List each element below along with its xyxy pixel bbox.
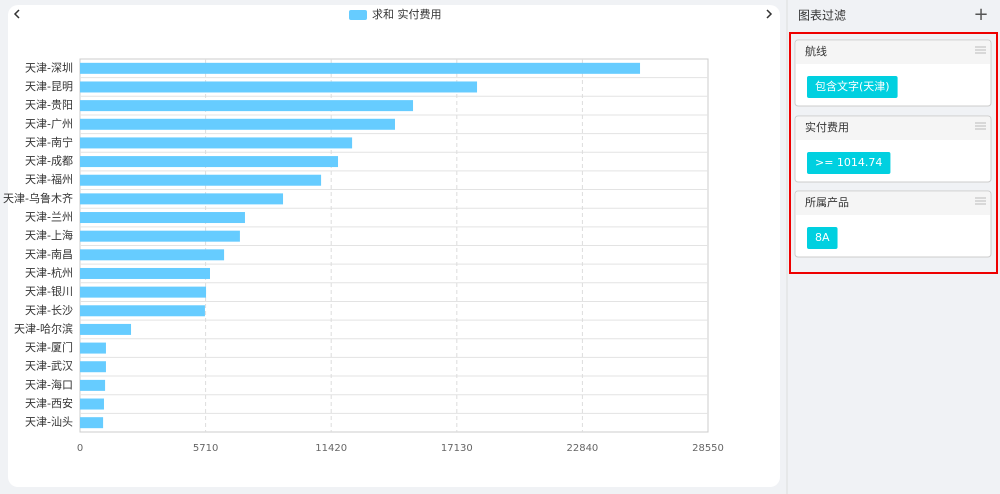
y-tick-label: 天津-武汉 <box>25 360 73 373</box>
prev-arrow[interactable] <box>13 9 20 19</box>
legend-swatch <box>349 10 367 20</box>
y-tick-label: 天津-深圳 <box>25 61 73 74</box>
highlight-box <box>789 32 998 274</box>
y-tick-label: 天津-汕头 <box>25 416 73 429</box>
filter-tag[interactable] <box>807 76 898 98</box>
bar <box>80 286 207 298</box>
add-filter[interactable]: + <box>973 4 988 25</box>
filter-tag[interactable] <box>807 152 891 174</box>
y-tick-label: 天津-南昌 <box>25 248 73 261</box>
y-tick-label: 天津-杭州 <box>25 265 73 279</box>
bar <box>80 100 414 112</box>
y-tick-label: 天津-南宁 <box>25 135 73 149</box>
bar <box>80 379 106 391</box>
y-tick-label: 天津-兰州 <box>25 211 73 224</box>
bar <box>80 156 339 168</box>
filter-tag[interactable] <box>807 227 838 249</box>
bar <box>80 193 284 205</box>
x-tick-label: 17130 <box>441 443 473 454</box>
y-tick-label: 天津-福州 <box>25 172 73 186</box>
filter-tag-text: >= 1014.74 <box>815 156 882 169</box>
bar <box>80 267 210 279</box>
x-tick-label: 11420 <box>315 443 347 454</box>
y-tick-label: 天津-昆明 <box>25 80 73 93</box>
filter-header <box>796 41 990 64</box>
bar <box>80 81 478 93</box>
x-tick-label: 0 <box>77 443 83 454</box>
bar <box>80 323 132 335</box>
y-tick-label: 天津-贵阳 <box>25 99 73 112</box>
y-tick-label: 天津-长沙 <box>25 304 73 317</box>
filter-tag-text: 包含文字(天津) <box>815 79 890 93</box>
panel-title: 图表过滤 <box>798 9 846 23</box>
filter-header <box>796 117 990 140</box>
bar <box>80 174 322 186</box>
bar <box>80 212 245 224</box>
bar <box>80 342 106 354</box>
y-tick-label: 天津-乌鲁木齐 <box>3 191 73 205</box>
bar <box>80 305 205 317</box>
y-tick-label: 天津-成都 <box>25 155 73 168</box>
y-tick-label: 天津-上海 <box>25 228 73 242</box>
bar <box>80 398 104 410</box>
x-tick-label: 5710 <box>193 443 218 454</box>
filter-tag-text: 8A <box>815 231 830 244</box>
bar <box>80 62 641 74</box>
bar <box>80 249 225 261</box>
y-tick-label: 天津-银川 <box>25 284 73 298</box>
x-tick-label: 28550 <box>692 443 724 454</box>
bar <box>80 230 240 242</box>
filter-name: 航线 <box>805 44 827 58</box>
y-tick-label: 天津-广州 <box>25 117 73 130</box>
bar <box>80 118 395 130</box>
filter-header <box>796 192 990 215</box>
y-tick-label: 天津-西安 <box>25 396 73 410</box>
bar <box>80 137 353 149</box>
bar <box>80 361 106 373</box>
filter-name: 实付费用 <box>805 120 849 134</box>
filter-name: 所属产品 <box>805 195 849 209</box>
legend-label: 求和 实付费用 <box>372 7 442 21</box>
bar <box>80 417 104 429</box>
y-tick-label: 天津-海口 <box>25 377 73 391</box>
next-arrow[interactable] <box>766 9 773 19</box>
y-tick-label: 天津-哈尔滨 <box>14 321 73 335</box>
x-tick-label: 22840 <box>566 443 598 454</box>
y-tick-label: 天津-厦门 <box>25 340 73 354</box>
